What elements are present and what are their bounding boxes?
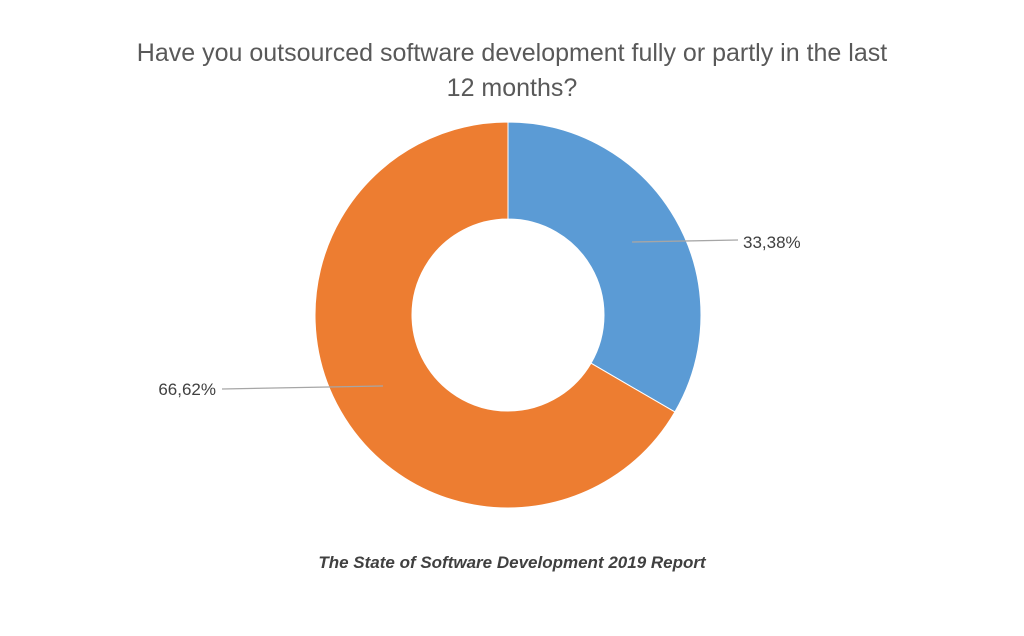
chart-title: Have you outsourced software development… — [0, 36, 1024, 106]
data-label-1: 33,38% — [743, 233, 801, 252]
chart-title-line-1: Have you outsourced software development… — [136, 39, 888, 67]
chart-title-line-2: 12 months? — [446, 74, 578, 102]
donut-slice-1 — [507, 121, 702, 413]
leader-line-1 — [631, 239, 739, 243]
donut-slice-2 — [314, 121, 676, 509]
chart-caption: The State of Software Development 2019 R… — [318, 553, 706, 572]
data-label-2: 66,62% — [158, 380, 216, 399]
leader-line-2 — [221, 385, 384, 390]
